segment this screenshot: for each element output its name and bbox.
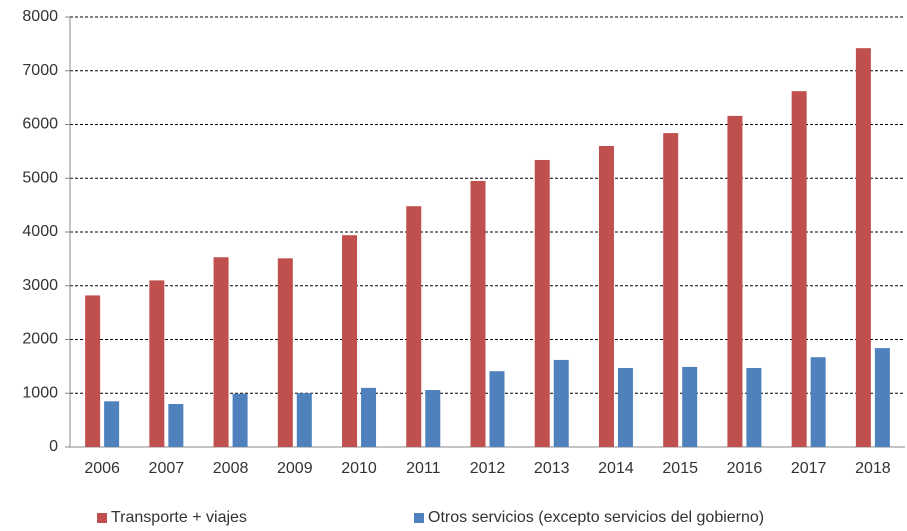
x-tick-label: 2015	[662, 460, 698, 477]
bar	[598, 146, 614, 447]
x-tick-label: 2014	[598, 460, 634, 477]
y-tick-label: 7000	[22, 62, 58, 79]
bar	[104, 401, 120, 447]
x-tick-label: 2007	[149, 460, 185, 477]
bar	[534, 159, 550, 447]
bar	[296, 393, 312, 447]
bar	[791, 91, 807, 448]
bar	[406, 206, 422, 447]
y-tick-label: 0	[49, 438, 58, 455]
bar	[746, 367, 762, 447]
bar	[727, 115, 743, 448]
x-tick-label: 2013	[534, 460, 570, 477]
bar	[553, 359, 569, 447]
bar	[361, 387, 377, 447]
bar	[342, 235, 358, 447]
bar	[168, 404, 184, 447]
bar	[682, 366, 698, 447]
y-tick-label: 4000	[22, 223, 58, 240]
y-tick-label: 6000	[22, 116, 58, 133]
bar	[489, 371, 505, 447]
x-tick-label: 2009	[277, 460, 313, 477]
bar	[470, 180, 486, 447]
legend-label: Transporte + viajes	[111, 509, 247, 526]
bar	[149, 280, 165, 447]
y-tick-label: 2000	[22, 331, 58, 348]
x-tick-label: 2017	[791, 460, 827, 477]
x-tick-label: 2018	[855, 460, 891, 477]
x-tick-label: 2016	[727, 460, 763, 477]
y-tick-label: 8000	[22, 8, 58, 25]
bar	[855, 48, 871, 448]
y-tick-label: 5000	[22, 169, 58, 186]
x-tick-label: 2010	[341, 460, 377, 477]
bar	[85, 295, 101, 447]
x-tick-label: 2011	[406, 460, 441, 477]
bar	[810, 357, 826, 447]
x-tick-label: 2006	[84, 460, 120, 477]
bar	[425, 390, 441, 447]
legend-swatch	[414, 513, 424, 523]
y-tick-label: 1000	[22, 384, 58, 401]
bar	[232, 393, 248, 447]
bar	[213, 257, 229, 447]
x-tick-label: 2008	[213, 460, 249, 477]
bar	[617, 367, 633, 447]
x-tick-label: 2012	[470, 460, 506, 477]
y-tick-label: 3000	[22, 277, 58, 294]
bar	[663, 133, 679, 447]
bar	[277, 258, 293, 447]
legend-swatch	[97, 513, 107, 523]
bar	[874, 348, 890, 447]
legend-label: Otros servicios (excepto servicios del g…	[428, 509, 764, 526]
